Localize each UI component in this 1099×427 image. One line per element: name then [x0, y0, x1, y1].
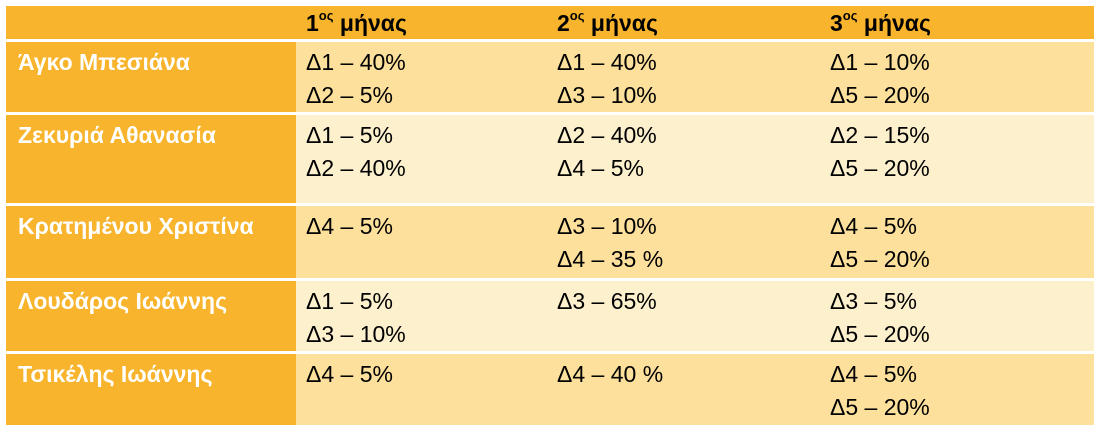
- allocation-entry: Δ4 – 5%: [306, 212, 393, 239]
- allocation-cell-month-3: Δ3 – 5% Δ5 – 20%: [820, 277, 1094, 352]
- allocation-entry: Δ5 – 20%: [830, 245, 930, 272]
- allocation-entry: Δ5 – 20%: [830, 154, 930, 181]
- allocation-cell-month-2: Δ4 – 40 %: [547, 350, 820, 425]
- month-word: μήνας: [863, 10, 931, 36]
- allocation-cell-month-2: Δ3 – 65%: [547, 277, 820, 352]
- allocation-entry: Δ4 – 5%: [830, 360, 917, 387]
- schedule-table-wrapper: 1ος μήνας 2ος μήνας 3ος μήνας Άγκο Μπεσι…: [6, 6, 1094, 425]
- table-row: Ζεκυριά Αθανασία Δ1 – 5% Δ2 – 40% Δ2 – 40% Δ…: [6, 111, 1094, 204]
- table-row: Κρατημένου Χριστίνα Δ4 – 5% Δ3 – 10% Δ4 – 3…: [6, 202, 1094, 279]
- month-ordinal: ος: [318, 8, 334, 24]
- header-corner: [6, 6, 296, 40]
- allocation-cell-month-1: Δ4 – 5%: [296, 350, 547, 425]
- person-name: Κρατημένου Χριστίνα: [6, 202, 296, 279]
- allocation-cell-month-3: Δ1 – 10% Δ5 – 20%: [820, 38, 1094, 113]
- allocation-entry: Δ4 – 35 %: [557, 245, 664, 272]
- allocation-entry: Δ3 – 5%: [830, 287, 917, 314]
- allocation-cell-month-1: Δ1 – 40% Δ2 – 5%: [296, 38, 547, 113]
- month-word: μήνας: [590, 10, 658, 36]
- allocation-cell-month-2: Δ2 – 40% Δ4 – 5%: [547, 111, 820, 204]
- month-number: 3: [830, 10, 843, 36]
- allocation-entry: Δ4 – 5%: [306, 360, 393, 387]
- allocation-entry: Δ2 – 15%: [830, 121, 930, 148]
- allocation-cell-month-2: Δ1 – 40% Δ3 – 10%: [547, 38, 820, 113]
- allocation-entry: Δ4 – 5%: [830, 212, 917, 239]
- table-row: Άγκο Μπεσιάνα Δ1 – 40% Δ2 – 5% Δ1 – 40% Δ3 –…: [6, 38, 1094, 113]
- allocation-entry: Δ3 – 10%: [306, 320, 406, 347]
- allocation-cell-month-3: Δ4 – 5% Δ5 – 20%: [820, 350, 1094, 425]
- month-word: μήνας: [339, 10, 407, 36]
- allocation-entry: Δ1 – 10%: [830, 48, 930, 75]
- allocation-entry: Δ3 – 65%: [557, 287, 657, 314]
- allocation-entry: Δ1 – 40%: [557, 48, 657, 75]
- header-month-1: 1ος μήνας: [296, 6, 547, 40]
- month-ordinal: ος: [842, 8, 858, 24]
- allocation-entry: Δ4 – 5%: [557, 154, 644, 181]
- header-month-3: 3ος μήνας: [820, 6, 1094, 40]
- allocation-entry: Δ5 – 20%: [830, 320, 930, 347]
- allocation-entry: Δ2 – 40%: [306, 154, 406, 181]
- allocation-cell-month-3: Δ4 – 5% Δ5 – 20%: [820, 202, 1094, 279]
- person-name: Ζεκυριά Αθανασία: [6, 111, 296, 204]
- person-name: Τσικέλης Ιωάννης: [6, 350, 296, 425]
- person-name: Λουδάρος Ιωάννης: [6, 277, 296, 352]
- month-ordinal: ος: [569, 8, 585, 24]
- person-name: Άγκο Μπεσιάνα: [6, 38, 296, 113]
- allocation-entry: Δ1 – 5%: [306, 287, 393, 314]
- month-number: 2: [557, 10, 570, 36]
- month-number: 1: [306, 10, 319, 36]
- allocation-entry: Δ3 – 10%: [557, 212, 657, 239]
- table-row: Λουδάρος Ιωάννης Δ1 – 5% Δ3 – 10% Δ3 – 65% Δ…: [6, 277, 1094, 352]
- schedule-table: 1ος μήνας 2ος μήνας 3ος μήνας Άγκο Μπεσι…: [6, 6, 1094, 425]
- allocation-entry: Δ2 – 40%: [557, 121, 657, 148]
- allocation-entry: Δ3 – 10%: [557, 81, 657, 108]
- allocation-entry: Δ1 – 40%: [306, 48, 406, 75]
- allocation-entry: Δ5 – 20%: [830, 393, 930, 420]
- allocation-entry: Δ4 – 40 %: [557, 360, 664, 387]
- allocation-entry: Δ2 – 5%: [306, 81, 393, 108]
- header-month-2: 2ος μήνας: [547, 6, 820, 40]
- allocation-cell-month-1: Δ1 – 5% Δ2 – 40%: [296, 111, 547, 204]
- header-row: 1ος μήνας 2ος μήνας 3ος μήνας: [6, 6, 1094, 40]
- table-row: Τσικέλης Ιωάννης Δ4 – 5% Δ4 – 40 % Δ4 – 5% Δ…: [6, 350, 1094, 425]
- allocation-cell-month-1: Δ4 – 5%: [296, 202, 547, 279]
- allocation-entry: Δ5 – 20%: [830, 81, 930, 108]
- allocation-cell-month-2: Δ3 – 10% Δ4 – 35 %: [547, 202, 820, 279]
- allocation-entry: Δ1 – 5%: [306, 121, 393, 148]
- allocation-cell-month-3: Δ2 – 15% Δ5 – 20%: [820, 111, 1094, 204]
- allocation-cell-month-1: Δ1 – 5% Δ3 – 10%: [296, 277, 547, 352]
